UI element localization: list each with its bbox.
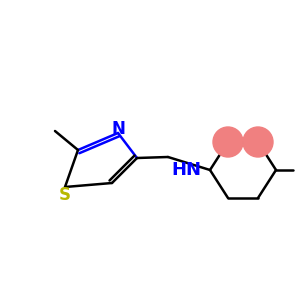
Text: S: S bbox=[59, 186, 71, 204]
Circle shape bbox=[213, 127, 243, 157]
Text: HN: HN bbox=[171, 161, 201, 179]
Circle shape bbox=[243, 127, 273, 157]
Text: N: N bbox=[111, 120, 125, 138]
